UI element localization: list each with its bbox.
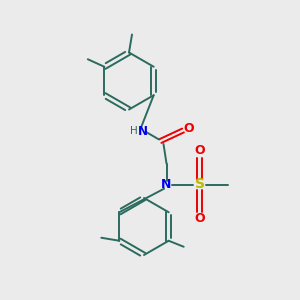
Text: H: H — [130, 126, 137, 136]
Text: O: O — [183, 122, 194, 135]
Text: S: S — [194, 178, 205, 191]
Text: O: O — [194, 212, 205, 225]
Text: N: N — [138, 124, 148, 138]
Text: O: O — [194, 144, 205, 158]
Text: N: N — [161, 178, 172, 191]
